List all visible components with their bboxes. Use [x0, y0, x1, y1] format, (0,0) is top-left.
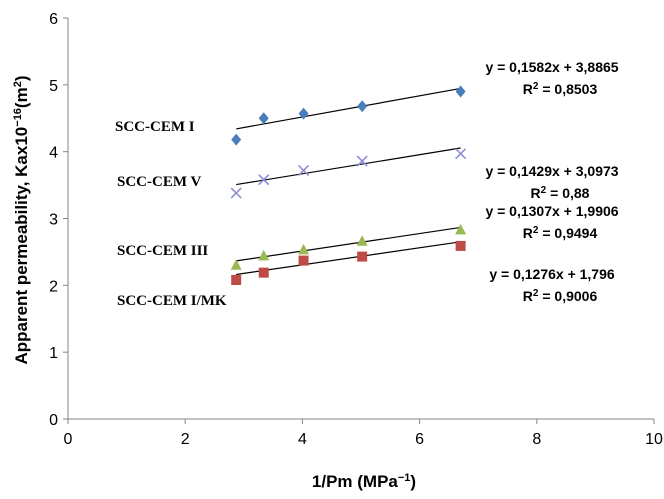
y-tick-label: 1	[49, 345, 58, 362]
data-point	[258, 267, 269, 278]
data-point	[455, 85, 466, 98]
data-point	[258, 249, 270, 261]
r-squared-label: R2 = 0,88	[531, 185, 590, 202]
r-squared-label: R2 = 0,9006	[523, 288, 598, 305]
y-tick-label: 2	[49, 278, 58, 295]
series-labels: SCC-CEM I y = 0,1582x + 3,8865 R2 = 0,8503…	[115, 59, 619, 309]
x-axis-title: 1/Pm (MPa−1)	[312, 472, 416, 491]
x-tick-label: 0	[64, 431, 73, 448]
data-point	[298, 243, 310, 255]
data-markers	[230, 85, 467, 285]
y-tick-label: 4	[49, 145, 58, 162]
x-tick-label: 10	[645, 431, 663, 448]
data-point	[258, 174, 270, 186]
series-name-label: SCC-CEM V	[117, 174, 201, 190]
y-tick-label: 0	[49, 412, 58, 429]
y-tick-label: 6	[49, 11, 58, 28]
series-name-label: SCC-CEM III	[117, 243, 208, 259]
trend-equation: y = 0,1429x + 3,0973	[485, 163, 618, 179]
y-tick-label: 5	[49, 78, 58, 95]
data-point	[230, 187, 242, 199]
trendline	[236, 226, 461, 262]
series-name-label: SCC-CEM I	[115, 119, 195, 135]
r-squared-label: R2 = 0,8503	[523, 81, 598, 98]
y-tick-label: 3	[49, 212, 58, 229]
data-point	[455, 148, 467, 160]
axis-ticks: 0 1 2 3 4 5 6 0 2 4 6 8 10	[49, 11, 663, 448]
x-tick-label: 4	[298, 431, 307, 448]
data-point	[455, 240, 466, 251]
trend-equation: y = 0,1307x + 1,9906	[485, 203, 618, 219]
x-tick-label: 2	[181, 431, 190, 448]
data-point	[230, 259, 242, 270]
data-point	[298, 107, 309, 120]
trendline	[236, 241, 461, 276]
data-point	[298, 164, 310, 176]
y-axis-title: Apparent permeability, Kax10−16(m2)	[12, 75, 31, 364]
trend-equation: y = 0,1582x + 3,8865	[485, 59, 618, 75]
series-name-label: SCC-CEM I/MK	[117, 293, 227, 309]
r-squared-label: R2 = 0,9494	[523, 225, 598, 242]
data-point	[231, 133, 242, 146]
x-tick-label: 8	[532, 431, 541, 448]
trendline	[236, 147, 461, 186]
trend-equation: y = 0,1276x + 1,796	[489, 266, 615, 282]
data-point	[455, 223, 467, 235]
data-point	[357, 100, 368, 113]
data-point	[231, 274, 242, 285]
data-point	[258, 112, 269, 125]
data-point	[357, 251, 368, 262]
data-point	[356, 155, 368, 167]
x-tick-label: 6	[415, 431, 424, 448]
data-point	[356, 235, 368, 246]
trendlines	[236, 87, 461, 276]
data-point	[298, 255, 309, 266]
trendline	[236, 87, 461, 130]
